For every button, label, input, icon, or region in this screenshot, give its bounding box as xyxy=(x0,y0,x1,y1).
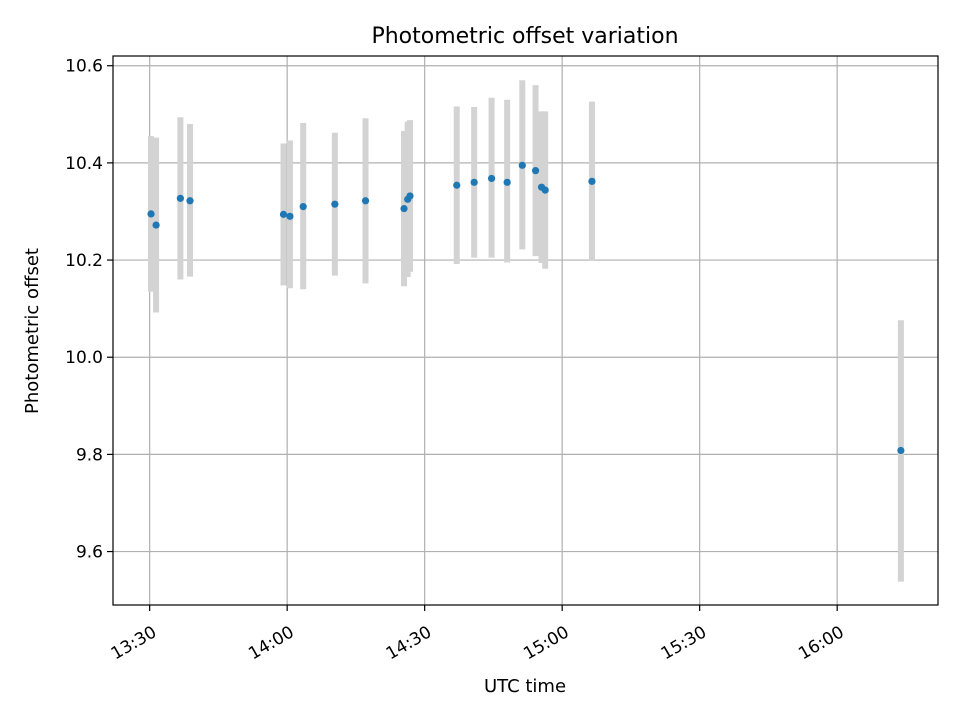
data-point xyxy=(152,221,160,229)
chart-title: Photometric offset variation xyxy=(371,24,678,49)
y-tick-label: 9.8 xyxy=(76,445,103,465)
data-point xyxy=(487,174,496,183)
y-axis: 9.6 9.8 10.0 10.2 10.4 10.6 xyxy=(65,57,113,563)
data-point xyxy=(176,194,184,202)
data-point xyxy=(406,192,414,200)
x-tick-label: 14:30 xyxy=(383,622,435,664)
x-tick-label: 16:00 xyxy=(795,622,847,664)
x-axis-label: UTC time xyxy=(484,676,566,697)
data-point xyxy=(897,446,905,455)
plot-frame xyxy=(112,55,939,606)
grid-lines xyxy=(113,56,938,605)
error-bars xyxy=(148,80,904,582)
data-point xyxy=(147,210,155,218)
y-axis-label: Photometric offset xyxy=(22,248,43,414)
x-tick-label: 15:30 xyxy=(658,622,710,664)
x-axis: 13:30 14:00 14:30 15:00 15:30 16:00 xyxy=(108,605,848,664)
x-tick-label: 14:00 xyxy=(245,622,297,664)
data-point xyxy=(186,197,194,205)
data-points xyxy=(147,161,905,455)
data-point xyxy=(518,161,526,169)
data-point xyxy=(299,203,307,211)
data-point xyxy=(361,197,370,205)
data-point xyxy=(331,200,339,208)
data-point xyxy=(503,178,511,186)
x-tick-label: 15:00 xyxy=(520,622,572,664)
y-tick-label: 10.2 xyxy=(65,251,103,271)
data-point xyxy=(453,181,461,189)
data-point xyxy=(531,167,540,175)
data-point xyxy=(279,210,288,218)
y-tick-label: 10.0 xyxy=(65,348,103,368)
y-tick-label: 10.6 xyxy=(65,57,103,77)
x-tick-label: 13:30 xyxy=(108,622,160,664)
y-tick-label: 9.6 xyxy=(76,543,103,563)
data-point xyxy=(286,212,294,220)
data-point xyxy=(588,177,596,185)
data-point xyxy=(470,178,478,186)
y-tick-label: 10.4 xyxy=(65,154,103,174)
data-point xyxy=(541,186,549,194)
data-point xyxy=(400,204,408,213)
